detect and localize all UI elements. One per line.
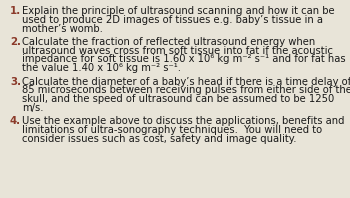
- Text: impedance for soft tissue is 1.60 x 10⁶ kg m⁻² s⁻¹ and for fat has: impedance for soft tissue is 1.60 x 10⁶ …: [22, 54, 346, 65]
- Text: ultrasound waves cross from soft tissue into fat if the acoustic: ultrasound waves cross from soft tissue …: [22, 46, 333, 56]
- Text: Use the example above to discuss the applications, benefits and: Use the example above to discuss the app…: [22, 116, 344, 126]
- Text: Calculate the diameter of a baby’s head if there is a time delay of: Calculate the diameter of a baby’s head …: [22, 77, 350, 87]
- Text: Explain the principle of ultrasound scanning and how it can be: Explain the principle of ultrasound scan…: [22, 6, 335, 16]
- Text: the value 1.40 x 10⁶ kg m⁻² s⁻¹.: the value 1.40 x 10⁶ kg m⁻² s⁻¹.: [22, 63, 181, 73]
- Text: consider issues such as cost, safety and image quality.: consider issues such as cost, safety and…: [22, 134, 296, 144]
- Text: 3.: 3.: [10, 77, 21, 87]
- Text: mother’s womb.: mother’s womb.: [22, 24, 103, 34]
- Text: 1.: 1.: [10, 6, 21, 16]
- Text: m/s.: m/s.: [22, 103, 43, 113]
- Text: used to produce 2D images of tissues e.g. baby’s tissue in a: used to produce 2D images of tissues e.g…: [22, 15, 323, 25]
- Text: skull, and the speed of ultrasound can be assumed to be 1250: skull, and the speed of ultrasound can b…: [22, 94, 334, 104]
- Text: limitations of ultra-sonography techniques.  You will need to: limitations of ultra-sonography techniqu…: [22, 125, 322, 135]
- Text: 85 microseconds between receiving pulses from either side of the: 85 microseconds between receiving pulses…: [22, 85, 350, 95]
- Text: Calculate the fraction of reflected ultrasound energy when: Calculate the fraction of reflected ultr…: [22, 37, 315, 47]
- Text: 4.: 4.: [10, 116, 21, 126]
- Text: 2.: 2.: [10, 37, 21, 47]
